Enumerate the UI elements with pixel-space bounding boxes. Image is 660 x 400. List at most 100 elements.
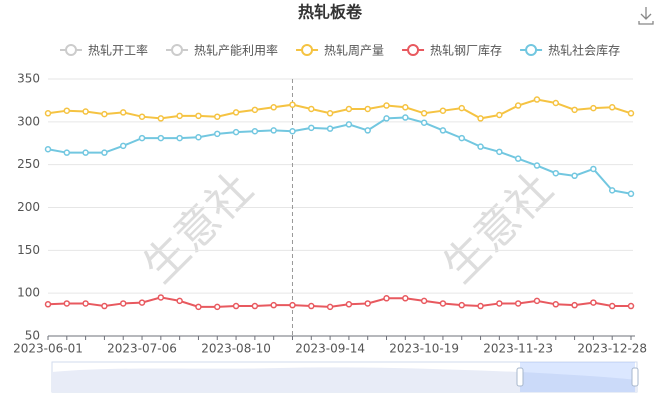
data-point xyxy=(496,300,503,307)
data-point xyxy=(533,162,541,169)
data-point xyxy=(608,187,616,194)
data-point xyxy=(232,302,240,310)
data-point xyxy=(326,125,334,132)
data-point xyxy=(439,107,447,114)
data-point xyxy=(326,303,334,311)
data-point xyxy=(590,165,597,173)
legend-item[interactable]: 热轧开工率 xyxy=(60,43,148,58)
y-tick-label: 100 xyxy=(17,286,40,300)
data-point xyxy=(289,101,296,108)
data-point xyxy=(402,114,409,121)
data-point xyxy=(308,302,315,310)
data-point xyxy=(157,115,165,122)
data-point xyxy=(119,300,127,307)
series-line xyxy=(47,296,631,308)
y-tick-label: 350 xyxy=(17,72,40,86)
data-point xyxy=(608,104,616,111)
data-point xyxy=(345,121,353,128)
data-point xyxy=(608,302,616,310)
chart-title: 热轧板卷 xyxy=(298,3,363,22)
data-point xyxy=(590,104,597,112)
legend-item[interactable]: 热轧钢厂库存 xyxy=(402,43,502,58)
data-point xyxy=(195,303,202,311)
data-point xyxy=(364,300,371,307)
data-point xyxy=(420,297,428,305)
data-point xyxy=(439,127,447,134)
zoom-handle[interactable] xyxy=(516,367,524,387)
data-point xyxy=(44,301,52,308)
data-point xyxy=(44,145,52,153)
watermark: 生意社 xyxy=(434,164,563,293)
data-point xyxy=(514,155,522,162)
data-point xyxy=(82,149,89,156)
data-point xyxy=(308,105,315,113)
series-line xyxy=(47,98,632,120)
data-point xyxy=(232,109,240,116)
data-point xyxy=(514,102,522,109)
legend-item[interactable]: 热轧产能利用率 xyxy=(166,43,278,58)
data-point xyxy=(571,172,578,180)
data-point xyxy=(176,297,183,305)
data-point xyxy=(63,107,71,114)
data-point xyxy=(420,119,428,126)
legend-symbol xyxy=(171,44,184,56)
data-point xyxy=(101,149,108,156)
data-point xyxy=(157,294,165,301)
x-tick-label: 2023-08-10 xyxy=(201,342,271,356)
legend-symbol xyxy=(407,44,420,56)
y-tick-label: 150 xyxy=(17,243,40,257)
data-point xyxy=(251,106,259,114)
data-point xyxy=(571,301,578,309)
data-point xyxy=(571,106,578,114)
data-point xyxy=(383,102,390,109)
legend-symbol xyxy=(65,44,77,56)
data-point xyxy=(477,143,484,150)
data-point xyxy=(82,108,89,115)
legend-item[interactable]: 热轧周产量 xyxy=(296,44,384,58)
data-point xyxy=(289,128,296,135)
data-point xyxy=(176,134,183,142)
data-point xyxy=(383,115,390,122)
data-point xyxy=(627,190,635,198)
legend-label: 热轧周产量 xyxy=(324,44,384,58)
data-point xyxy=(251,302,259,310)
data-point xyxy=(101,110,108,118)
x-tick-label: 2023-06-01 xyxy=(13,342,83,356)
data-point xyxy=(420,110,428,117)
data-point xyxy=(345,301,353,308)
x-tick-label: 2023-12-28 xyxy=(577,342,647,356)
zoom-handle[interactable] xyxy=(631,367,639,387)
legend-symbol xyxy=(525,44,538,56)
data-point xyxy=(270,127,277,134)
legend-label: 热轧钢厂库存 xyxy=(430,43,502,58)
data-point xyxy=(119,142,127,150)
download-icon[interactable] xyxy=(638,7,654,25)
y-tick-label: 250 xyxy=(17,157,40,171)
data-point xyxy=(63,300,71,307)
y-tick-label: 300 xyxy=(17,114,40,128)
data-zoom[interactable] xyxy=(51,361,639,393)
data-point xyxy=(232,128,240,136)
zoom-window[interactable] xyxy=(520,362,635,392)
data-point xyxy=(345,105,353,113)
legend-label: 热轧开工率 xyxy=(88,43,148,58)
data-point xyxy=(458,301,465,309)
data-point xyxy=(496,111,503,119)
data-point xyxy=(101,302,108,310)
y-tick-label: 200 xyxy=(17,200,40,214)
x-tick-label: 2023-11-23 xyxy=(483,342,553,356)
x-tick-label: 2023-07-06 xyxy=(107,342,177,356)
data-point xyxy=(402,295,409,302)
data-point xyxy=(364,127,371,134)
data-point xyxy=(477,115,484,122)
legend-symbol xyxy=(301,44,314,56)
data-point xyxy=(251,128,259,135)
data-point xyxy=(439,300,447,307)
data-point xyxy=(195,134,202,141)
y-tick-label: 50 xyxy=(25,329,40,343)
data-point xyxy=(308,124,315,132)
download-glyph[interactable] xyxy=(638,7,654,25)
data-point xyxy=(63,149,71,156)
legend-item[interactable]: 热轧社会库存 xyxy=(520,43,620,58)
data-point xyxy=(82,300,89,307)
